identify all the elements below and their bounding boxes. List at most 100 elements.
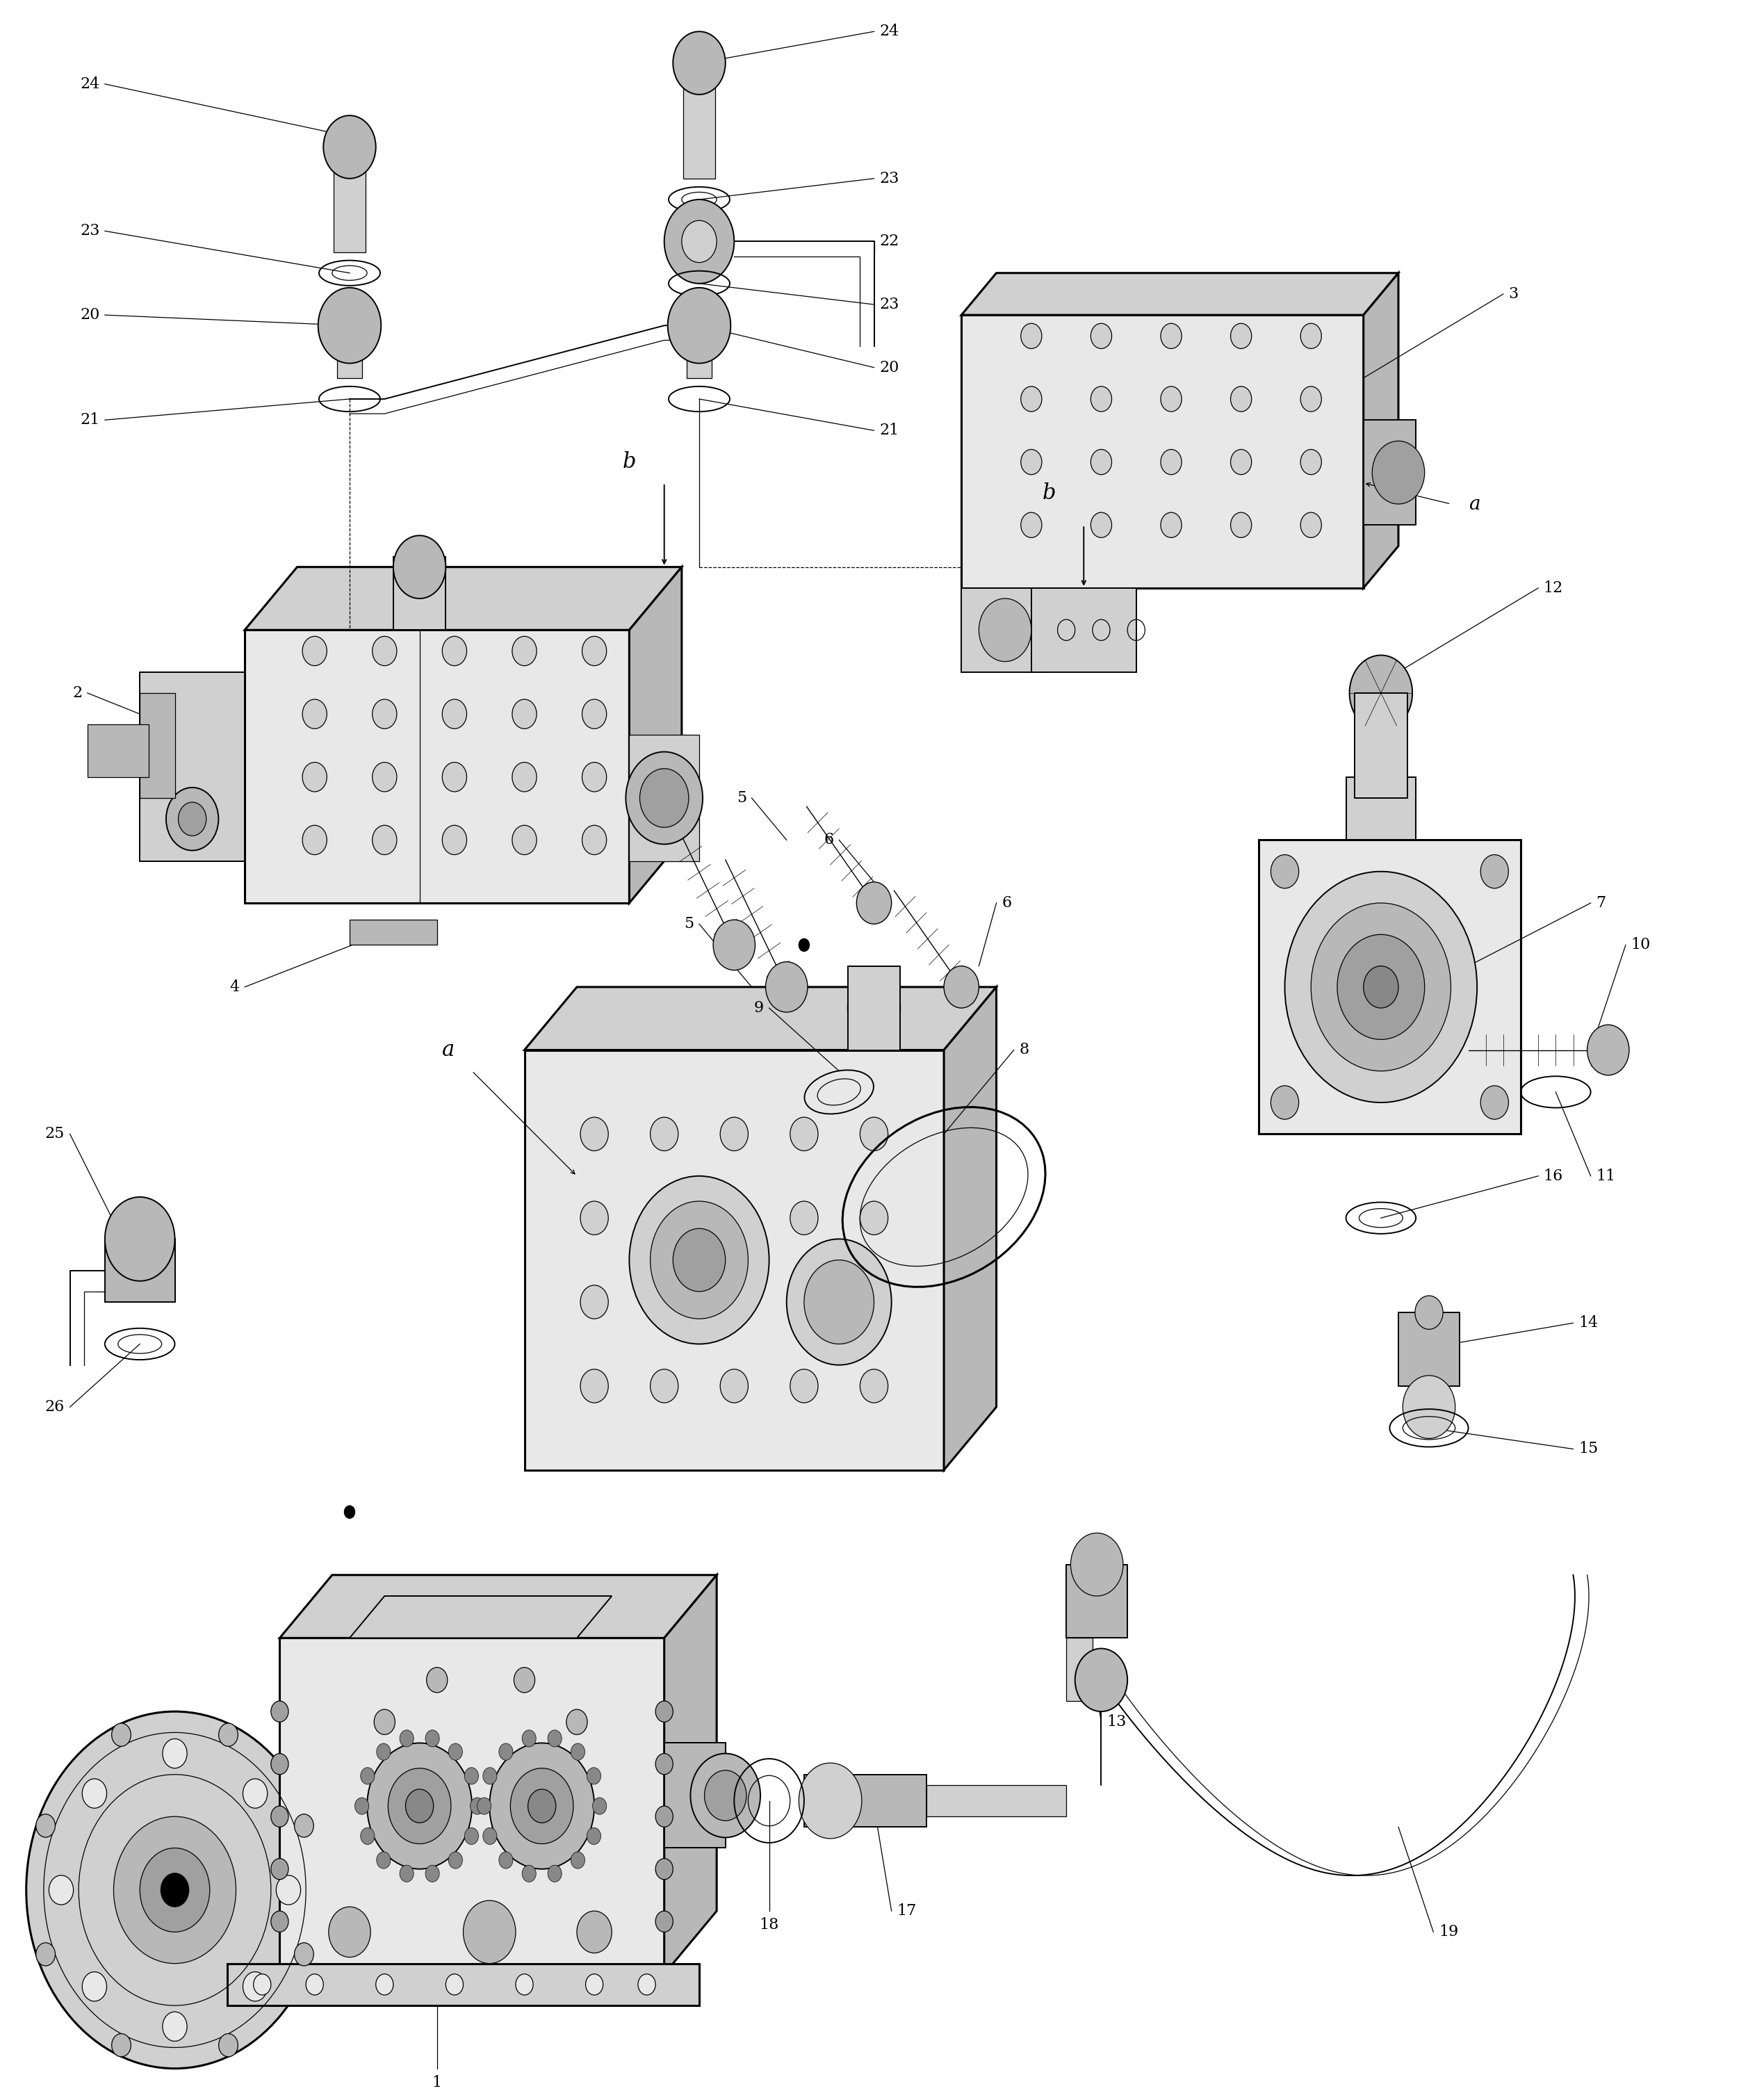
Circle shape: [1301, 323, 1321, 349]
Circle shape: [49, 1875, 73, 1905]
Circle shape: [1021, 449, 1042, 475]
Circle shape: [1363, 966, 1398, 1008]
Circle shape: [523, 1865, 537, 1882]
Circle shape: [302, 762, 327, 792]
Bar: [1363, 420, 1416, 525]
Bar: [1398, 1312, 1460, 1386]
Circle shape: [857, 882, 891, 924]
Circle shape: [860, 1369, 888, 1403]
Circle shape: [26, 1712, 323, 2068]
Circle shape: [673, 32, 725, 94]
Circle shape: [582, 699, 607, 729]
Circle shape: [512, 699, 537, 729]
Bar: [683, 74, 715, 179]
Circle shape: [376, 1852, 390, 1869]
Circle shape: [372, 762, 397, 792]
Circle shape: [656, 1701, 673, 1722]
Circle shape: [271, 1701, 288, 1722]
Bar: [337, 326, 362, 378]
Text: 20: 20: [80, 307, 100, 323]
Bar: [105, 1239, 175, 1302]
Circle shape: [489, 1743, 594, 1869]
Circle shape: [465, 1827, 479, 1844]
Circle shape: [400, 1865, 414, 1882]
Circle shape: [720, 1369, 748, 1403]
Circle shape: [1161, 323, 1182, 349]
Circle shape: [470, 1798, 484, 1814]
Circle shape: [944, 966, 979, 1008]
Circle shape: [713, 920, 755, 970]
Circle shape: [442, 825, 467, 855]
Text: 9: 9: [753, 1000, 764, 1016]
Circle shape: [1271, 1086, 1299, 1119]
Circle shape: [271, 1754, 288, 1774]
Bar: [848, 966, 900, 1050]
Circle shape: [720, 1285, 748, 1319]
Circle shape: [372, 699, 397, 729]
Circle shape: [406, 1789, 434, 1823]
Circle shape: [372, 636, 397, 666]
Circle shape: [682, 220, 717, 262]
Circle shape: [664, 200, 734, 284]
Circle shape: [572, 1852, 586, 1869]
Circle shape: [656, 1911, 673, 1932]
Polygon shape: [944, 987, 996, 1470]
Circle shape: [979, 598, 1031, 662]
Text: 2: 2: [72, 685, 82, 701]
Circle shape: [523, 1730, 537, 1747]
Circle shape: [690, 1754, 760, 1838]
Circle shape: [1231, 449, 1252, 475]
Circle shape: [271, 1858, 288, 1880]
Circle shape: [302, 699, 327, 729]
Bar: [1066, 1564, 1127, 1638]
Bar: [687, 326, 711, 378]
Circle shape: [1231, 323, 1252, 349]
Text: 12: 12: [1543, 580, 1563, 596]
Circle shape: [1091, 323, 1112, 349]
Circle shape: [114, 1816, 236, 1964]
Bar: [926, 1785, 1066, 1816]
Circle shape: [302, 825, 327, 855]
Circle shape: [790, 1369, 818, 1403]
Circle shape: [355, 1798, 369, 1814]
Text: 4: 4: [229, 979, 239, 995]
Circle shape: [276, 1875, 301, 1905]
Text: 3: 3: [1509, 286, 1519, 302]
Circle shape: [329, 1907, 371, 1957]
Bar: [140, 693, 175, 798]
Circle shape: [477, 1798, 491, 1814]
Circle shape: [163, 1739, 187, 1768]
Circle shape: [638, 1974, 656, 1995]
Circle shape: [253, 1974, 271, 1995]
Circle shape: [516, 1974, 533, 1995]
Circle shape: [512, 825, 537, 855]
Circle shape: [463, 1901, 516, 1964]
Circle shape: [166, 788, 218, 851]
Text: 21: 21: [879, 422, 898, 439]
Circle shape: [1481, 1086, 1509, 1119]
Circle shape: [566, 1709, 587, 1735]
Circle shape: [1075, 1649, 1127, 1712]
Circle shape: [1271, 855, 1299, 888]
Circle shape: [704, 1770, 746, 1821]
Circle shape: [512, 636, 537, 666]
Bar: [1346, 777, 1416, 840]
Circle shape: [442, 762, 467, 792]
Circle shape: [1161, 449, 1182, 475]
Circle shape: [860, 1201, 888, 1235]
Circle shape: [1311, 903, 1451, 1071]
Polygon shape: [280, 1575, 717, 1638]
Bar: [350, 920, 437, 945]
Polygon shape: [1363, 273, 1398, 588]
Text: 7: 7: [1596, 895, 1606, 911]
Text: 18: 18: [759, 1917, 780, 1932]
Text: b: b: [622, 452, 636, 473]
Circle shape: [1161, 512, 1182, 538]
Circle shape: [860, 1117, 888, 1151]
Circle shape: [787, 1239, 891, 1365]
Polygon shape: [1259, 840, 1521, 1134]
Text: a: a: [1468, 496, 1481, 512]
Circle shape: [163, 2012, 187, 2041]
Circle shape: [1416, 1296, 1444, 1329]
Circle shape: [1231, 386, 1252, 412]
